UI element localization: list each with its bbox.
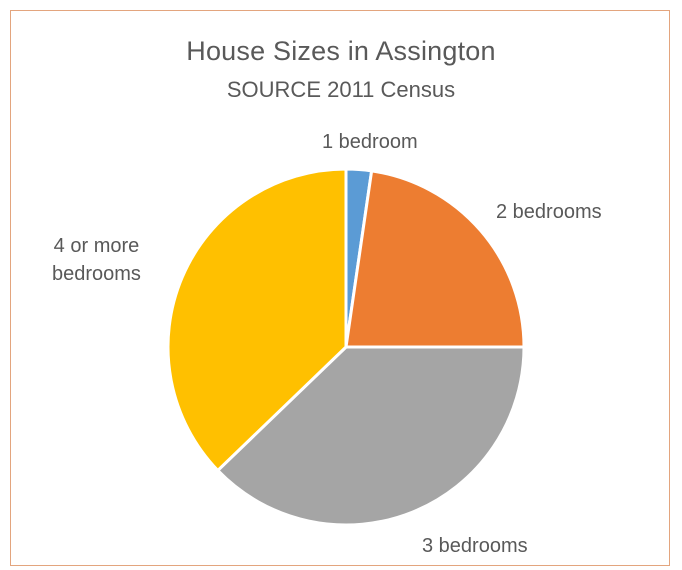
- slice-label-4-line2: bedrooms: [52, 263, 141, 285]
- slice-label-1-bedroom: 1 bedroom: [322, 131, 418, 153]
- slice-label-4-or-more-bedrooms: 4 or more bedrooms: [52, 232, 141, 288]
- slice-label-3-bedrooms: 3 bedrooms: [422, 535, 528, 557]
- slice-4-or-more-bedrooms: [166, 167, 348, 472]
- slice-3-bedrooms: [216, 345, 526, 527]
- chart-subtitle: SOURCE 2011 Census: [226, 77, 456, 102]
- slice-label-2-bedrooms: 2 bedrooms: [496, 201, 602, 223]
- slice-label-4-line1: 4 or more: [53, 235, 140, 257]
- chart-title: House Sizes in Assington: [186, 36, 496, 66]
- slice-2-bedrooms: [344, 169, 526, 349]
